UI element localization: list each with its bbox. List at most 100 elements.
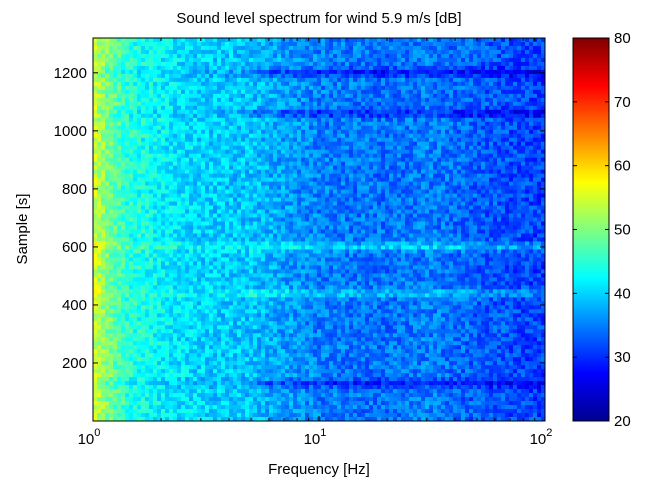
heatmap-cell [309,121,314,127]
heatmap-cell [441,129,446,135]
heatmap-cell [521,165,526,171]
heatmap-cell [253,129,258,135]
heatmap-cell [169,45,174,51]
heatmap-cell [185,49,190,55]
heatmap-cell [401,81,406,87]
heatmap-cell [521,49,526,55]
heatmap-cell [213,137,218,143]
heatmap-cell [521,185,526,190]
heatmap-cell [337,197,342,202]
heatmap-cell [201,73,206,79]
heatmap-cell [165,129,170,135]
heatmap-cell [245,77,250,83]
heatmap-cell [349,185,354,190]
heatmap-cell [425,81,430,87]
heatmap-cell [137,85,142,91]
heatmap-cell [137,153,142,159]
heatmap-cell [109,177,114,183]
heatmap-cell [541,157,545,163]
heatmap-cell [97,137,102,143]
heatmap-cell [529,129,534,135]
heatmap-cell [309,69,314,75]
heatmap-cell [197,193,202,198]
heatmap-cell [237,129,242,135]
heatmap-cell [125,69,130,75]
heatmap-cell [449,189,454,194]
heatmap-cell [361,49,366,55]
heatmap-cell [269,145,274,151]
heatmap-cell [369,85,374,91]
heatmap-cell [225,193,230,198]
heatmap-cell [97,185,102,190]
heatmap-cell [485,109,490,115]
heatmap-cell [393,38,398,43]
heatmap-cell [433,197,438,202]
heatmap-cell [185,129,190,135]
heatmap-cell [141,121,146,127]
heatmap-cell [429,69,434,75]
heatmap-cell [97,209,102,214]
heatmap-cell [477,125,482,131]
heatmap-cell [221,125,226,131]
heatmap-cell [153,45,158,51]
heatmap-cell [361,209,366,214]
heatmap-cell [213,177,218,183]
heatmap-cell [321,117,326,123]
heatmap-cell [141,165,146,171]
heatmap-cell [357,81,362,87]
heatmap-cell [317,177,322,183]
heatmap-cell [221,105,226,111]
heatmap-cell [313,41,318,47]
heatmap-cell [145,205,150,210]
heatmap-cell [521,181,526,187]
heatmap-cell [141,69,146,75]
heatmap-cell [197,157,202,163]
heatmap-cell [413,185,418,190]
heatmap-cell [213,153,218,159]
heatmap-cell [289,109,294,115]
heatmap-cell [217,69,222,75]
heatmap-cell [245,73,250,79]
heatmap-cell [465,69,470,75]
heatmap-cell [181,45,186,51]
heatmap-cell [277,157,282,163]
heatmap-cell [381,101,386,107]
heatmap-cell [261,57,266,63]
heatmap-cell [533,193,538,198]
heatmap-cell [265,173,270,179]
heatmap-cell [257,69,262,75]
heatmap-cell [521,117,526,123]
heatmap-cell [421,65,426,71]
heatmap-cell [457,177,462,183]
heatmap-cell [373,45,378,51]
heatmap-cell [225,205,230,210]
heatmap-cell [373,169,378,175]
heatmap-cell [297,117,302,123]
heatmap-cell [521,93,526,99]
heatmap-cell [445,193,450,198]
heatmap-cell [165,189,170,194]
heatmap-cell [101,61,106,67]
heatmap-cell [237,69,242,75]
heatmap-cell [317,149,322,155]
heatmap-cell [105,113,110,119]
heatmap-cell [205,121,210,127]
heatmap-cell [469,109,474,115]
heatmap-cell [529,205,534,210]
heatmap-cell [301,105,306,111]
heatmap-cell [469,137,474,143]
heatmap-cell [217,81,222,87]
heatmap-cell [357,85,362,91]
heatmap-cell [177,197,182,202]
heatmap-cell [389,133,394,139]
heatmap-cell [417,49,422,55]
heatmap-cell [105,145,110,151]
heatmap-cell [457,125,462,131]
heatmap-cell [253,137,258,143]
heatmap-cell [505,157,510,163]
heatmap-cell [129,209,134,214]
heatmap-cell [181,177,186,183]
heatmap-cell [401,101,406,107]
heatmap-cell [121,201,126,206]
heatmap-cell [461,185,466,190]
